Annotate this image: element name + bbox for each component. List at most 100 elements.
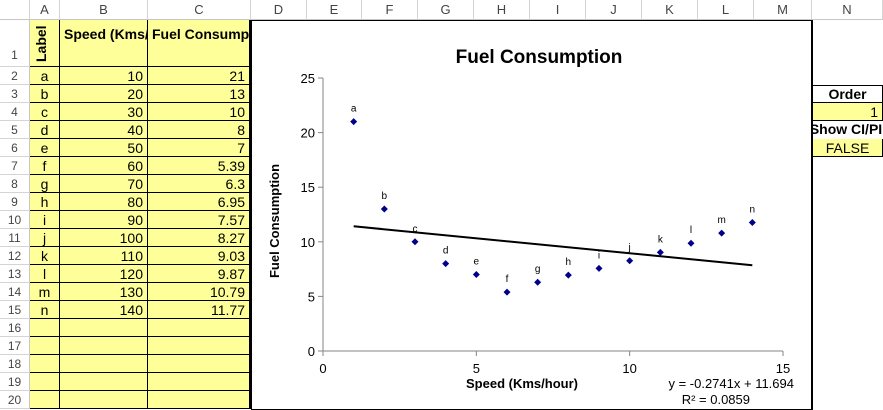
row-header-9[interactable]: 9 bbox=[0, 193, 30, 211]
cell-fuel[interactable]: 9.03 bbox=[148, 247, 251, 265]
column-header-M[interactable]: M bbox=[754, 0, 812, 20]
row-header-13[interactable]: 13 bbox=[0, 265, 30, 283]
empty-cell[interactable] bbox=[148, 391, 251, 409]
column-header-I[interactable]: I bbox=[530, 0, 586, 20]
column-border bbox=[811, 20, 813, 410]
column-header-F[interactable]: F bbox=[362, 0, 418, 20]
cell-label[interactable]: l bbox=[30, 265, 60, 283]
row-header-8[interactable]: 8 bbox=[0, 175, 30, 193]
row-header-6[interactable]: 6 bbox=[0, 139, 30, 157]
empty-cell[interactable] bbox=[148, 373, 251, 391]
cell-label[interactable]: k bbox=[30, 247, 60, 265]
cell-label[interactable]: h bbox=[30, 193, 60, 211]
empty-cell[interactable] bbox=[60, 373, 148, 391]
cell-label[interactable]: a bbox=[30, 67, 60, 85]
column-header-K[interactable]: K bbox=[642, 0, 698, 20]
cell-fuel[interactable]: 6.3 bbox=[148, 175, 251, 193]
cell-label[interactable]: b bbox=[30, 85, 60, 103]
cell-fuel[interactable]: 10 bbox=[148, 103, 251, 121]
cell-speed[interactable]: 120 bbox=[60, 265, 148, 283]
cell-speed[interactable]: 20 bbox=[60, 85, 148, 103]
cell-label[interactable]: g bbox=[30, 175, 60, 193]
cell-label[interactable]: d bbox=[30, 121, 60, 139]
column-header-N[interactable]: N bbox=[812, 0, 883, 20]
column-header-J[interactable]: J bbox=[586, 0, 642, 20]
empty-cell[interactable] bbox=[30, 337, 60, 355]
column-header-E[interactable]: E bbox=[307, 0, 362, 20]
cell-fuel[interactable]: 7 bbox=[148, 139, 251, 157]
cell-speed[interactable]: 30 bbox=[60, 103, 148, 121]
cell-label[interactable]: c bbox=[30, 103, 60, 121]
empty-cell[interactable] bbox=[30, 319, 60, 337]
row-header-20[interactable]: 20 bbox=[0, 391, 30, 409]
cell-speed[interactable]: 100 bbox=[60, 229, 148, 247]
cell-fuel[interactable]: 21 bbox=[148, 67, 251, 85]
select-all-corner[interactable] bbox=[0, 0, 30, 20]
cell-fuel[interactable]: 10.79 bbox=[148, 283, 251, 301]
show-ci-pi-input[interactable]: FALSE bbox=[812, 139, 883, 157]
column-header-D[interactable]: D bbox=[251, 0, 307, 20]
row-header-11[interactable]: 11 bbox=[0, 229, 30, 247]
cell-fuel[interactable]: 8 bbox=[148, 121, 251, 139]
cell-fuel[interactable]: 13 bbox=[148, 85, 251, 103]
cell-label[interactable]: j bbox=[30, 229, 60, 247]
cell-speed[interactable]: 140 bbox=[60, 301, 148, 319]
cell-fuel[interactable]: 5.39 bbox=[148, 157, 251, 175]
column-header-C[interactable]: C bbox=[148, 0, 251, 20]
empty-cell[interactable] bbox=[30, 391, 60, 409]
row-header-3[interactable]: 3 bbox=[0, 85, 30, 103]
column-header-H[interactable]: H bbox=[474, 0, 530, 20]
cell-speed[interactable]: 10 bbox=[60, 67, 148, 85]
empty-cell[interactable] bbox=[30, 373, 60, 391]
header-label[interactable]: Label bbox=[30, 20, 60, 67]
empty-cell[interactable] bbox=[60, 355, 148, 373]
row-header-12[interactable]: 12 bbox=[0, 247, 30, 265]
empty-cell[interactable] bbox=[60, 337, 148, 355]
cell-speed[interactable]: 60 bbox=[60, 157, 148, 175]
cell-speed[interactable]: 110 bbox=[60, 247, 148, 265]
empty-cell[interactable] bbox=[60, 391, 148, 409]
row-header-1[interactable]: 1 bbox=[0, 20, 30, 67]
cell-speed[interactable]: 70 bbox=[60, 175, 148, 193]
cell-fuel[interactable]: 6.95 bbox=[148, 193, 251, 211]
data-point-label: e bbox=[474, 257, 480, 268]
cell-fuel[interactable]: 8.27 bbox=[148, 229, 251, 247]
row-header-18[interactable]: 18 bbox=[0, 355, 30, 373]
cell-label[interactable]: n bbox=[30, 301, 60, 319]
column-header-G[interactable]: G bbox=[418, 0, 474, 20]
scatter-chart[interactable]: Fuel Consumption Speed (Kms/hour) Fuel C… bbox=[251, 20, 812, 410]
order-input[interactable]: 1 bbox=[812, 103, 883, 121]
header-speed[interactable]: Speed (Kms/hour) bbox=[60, 20, 148, 67]
empty-cell[interactable] bbox=[30, 355, 60, 373]
row-header-2[interactable]: 2 bbox=[0, 67, 30, 85]
cell-fuel[interactable]: 9.87 bbox=[148, 265, 251, 283]
cell-label[interactable]: e bbox=[30, 139, 60, 157]
cell-speed[interactable]: 50 bbox=[60, 139, 148, 157]
row-header-10[interactable]: 10 bbox=[0, 211, 30, 229]
row-header-7[interactable]: 7 bbox=[0, 157, 30, 175]
cell-label[interactable]: i bbox=[30, 211, 60, 229]
row-header-4[interactable]: 4 bbox=[0, 103, 30, 121]
cell-speed[interactable]: 80 bbox=[60, 193, 148, 211]
column-header-B[interactable]: B bbox=[60, 0, 148, 20]
column-header-L[interactable]: L bbox=[698, 0, 754, 20]
cell-fuel[interactable]: 7.57 bbox=[148, 211, 251, 229]
empty-cell[interactable] bbox=[148, 319, 251, 337]
column-header-A[interactable]: A bbox=[30, 0, 60, 20]
header-fuel[interactable]: Fuel Consumption bbox=[148, 20, 251, 67]
empty-cell[interactable] bbox=[148, 337, 251, 355]
row-header-16[interactable]: 16 bbox=[0, 319, 30, 337]
row-header-14[interactable]: 14 bbox=[0, 283, 30, 301]
row-header-17[interactable]: 17 bbox=[0, 337, 30, 355]
cell-speed[interactable]: 90 bbox=[60, 211, 148, 229]
cell-speed[interactable]: 40 bbox=[60, 121, 148, 139]
row-header-15[interactable]: 15 bbox=[0, 301, 30, 319]
cell-label[interactable]: m bbox=[30, 283, 60, 301]
row-header-19[interactable]: 19 bbox=[0, 373, 30, 391]
cell-label[interactable]: f bbox=[30, 157, 60, 175]
row-header-5[interactable]: 5 bbox=[0, 121, 30, 139]
empty-cell[interactable] bbox=[60, 319, 148, 337]
cell-speed[interactable]: 130 bbox=[60, 283, 148, 301]
empty-cell[interactable] bbox=[148, 355, 251, 373]
cell-fuel[interactable]: 11.77 bbox=[148, 301, 251, 319]
